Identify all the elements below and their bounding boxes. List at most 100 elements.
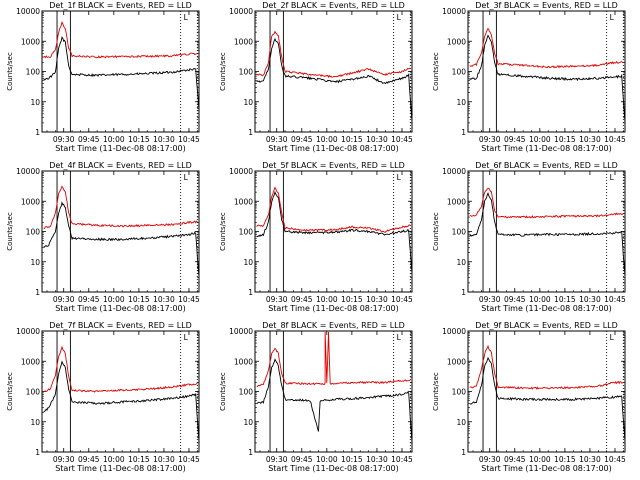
marker-label: L bbox=[184, 333, 189, 342]
y-tick-label: 10000 bbox=[442, 327, 466, 336]
plot-frame bbox=[41, 330, 200, 453]
x-tick-label: 10:45 bbox=[604, 455, 626, 464]
detector-panel: Det_6f BLACK = Events, RED = LLD 1 10 100 10… bbox=[432, 161, 626, 313]
marker-label: L bbox=[397, 333, 402, 342]
y-tick-label: 1000 bbox=[21, 37, 40, 46]
x-tick-label: 10:15 bbox=[128, 295, 150, 304]
x-tick-label: 10:00 bbox=[529, 455, 551, 464]
events-series-line bbox=[43, 36, 200, 111]
x-tick-label: 09:30 bbox=[53, 135, 75, 144]
x-tick-label: 10:30 bbox=[153, 135, 175, 144]
x-tick-label: 10:15 bbox=[554, 135, 576, 144]
y-tick-label: 10000 bbox=[16, 167, 40, 176]
y-tick-label: 10000 bbox=[442, 7, 466, 16]
y-tick-label: 100 bbox=[452, 68, 467, 77]
marker-label: L bbox=[184, 13, 189, 22]
panel-title: Det_3f BLACK = Events, RED = LLD bbox=[475, 1, 618, 10]
x-tick-label: 10:00 bbox=[103, 455, 125, 464]
lld-series-line bbox=[256, 186, 411, 233]
x-tick-label: 10:30 bbox=[366, 455, 388, 464]
events-series-line bbox=[469, 192, 626, 277]
x-tick-label: 10:15 bbox=[341, 455, 363, 464]
x-tick-label: 10:45 bbox=[178, 135, 200, 144]
x-axis-label: Start Time (11-Dec-08 08:17:00) bbox=[55, 144, 186, 153]
lld-series-line bbox=[43, 345, 198, 393]
y-tick-label: 1000 bbox=[21, 197, 40, 206]
x-tick-label: 10:00 bbox=[316, 135, 338, 144]
y-tick-label: 100 bbox=[452, 388, 467, 397]
y-tick-label: 10000 bbox=[229, 7, 253, 16]
y-tick-label: 10 bbox=[243, 98, 253, 107]
y-axis-label: Counts/sec bbox=[219, 372, 227, 411]
x-tick-label: 10:15 bbox=[128, 455, 150, 464]
y-tick-label: 10 bbox=[30, 258, 40, 267]
x-tick-label: 09:30 bbox=[53, 455, 75, 464]
detector-panel: Det_2f BLACK = Events, RED = LLD 1 10 100 10… bbox=[219, 1, 413, 153]
y-tick-label: 10 bbox=[243, 258, 253, 267]
lld-series-line bbox=[469, 344, 624, 390]
y-tick-label: 1 bbox=[461, 128, 466, 137]
x-tick-label: 10:30 bbox=[366, 295, 388, 304]
x-tick-label: 10:15 bbox=[128, 135, 150, 144]
x-axis-label: Start Time (11-Dec-08 08:17:00) bbox=[268, 304, 399, 313]
lld-series-line bbox=[469, 27, 624, 69]
y-tick-label: 100 bbox=[26, 388, 41, 397]
x-tick-label: 09:30 bbox=[266, 455, 288, 464]
x-tick-label: 10:30 bbox=[366, 135, 388, 144]
x-tick-label: 09:30 bbox=[479, 295, 501, 304]
y-tick-label: 10000 bbox=[229, 327, 253, 336]
y-axis-label: Counts/sec bbox=[432, 52, 440, 91]
x-tick-label: 10:45 bbox=[391, 295, 413, 304]
marker-label: L bbox=[610, 173, 615, 182]
events-series-line bbox=[469, 34, 626, 123]
y-tick-label: 10000 bbox=[16, 7, 40, 16]
x-tick-label: 10:45 bbox=[178, 455, 200, 464]
y-tick-label: 1 bbox=[248, 128, 253, 137]
x-tick-label: 10:15 bbox=[341, 295, 363, 304]
x-axis-label: Start Time (11-Dec-08 08:17:00) bbox=[481, 464, 612, 473]
y-axis-label: Counts/sec bbox=[432, 372, 440, 411]
y-tick-label: 10000 bbox=[442, 167, 466, 176]
y-axis-label: Counts/sec bbox=[219, 212, 227, 251]
x-tick-label: 09:45 bbox=[78, 135, 100, 144]
detector-panel: Det_4f BLACK = Events, RED = LLD 1 10 100 10… bbox=[6, 161, 200, 313]
x-tick-label: 10:00 bbox=[529, 135, 551, 144]
x-tick-label: 09:45 bbox=[504, 295, 526, 304]
y-tick-label: 1000 bbox=[234, 37, 253, 46]
x-tick-label: 10:00 bbox=[103, 135, 125, 144]
y-tick-label: 1 bbox=[35, 448, 40, 457]
y-axis-label: Counts/sec bbox=[6, 52, 14, 91]
y-tick-label: 100 bbox=[239, 68, 254, 77]
marker-label: L bbox=[610, 333, 615, 342]
marker-label: L bbox=[184, 173, 189, 182]
y-tick-label: 10 bbox=[456, 418, 466, 427]
y-tick-label: 10 bbox=[456, 98, 466, 107]
x-tick-label: 10:15 bbox=[554, 295, 576, 304]
y-tick-label: 100 bbox=[26, 68, 41, 77]
x-tick-label: 09:30 bbox=[479, 135, 501, 144]
y-tick-label: 1 bbox=[248, 448, 253, 457]
y-axis-label: Counts/sec bbox=[219, 52, 227, 91]
y-tick-label: 10 bbox=[243, 418, 253, 427]
y-tick-label: 100 bbox=[239, 228, 254, 237]
x-tick-label: 10:15 bbox=[554, 455, 576, 464]
x-tick-label: 09:45 bbox=[291, 455, 313, 464]
plot-frame bbox=[467, 10, 626, 133]
plot-frame bbox=[467, 170, 626, 293]
y-tick-label: 1000 bbox=[447, 197, 466, 206]
x-tick-label: 10:30 bbox=[153, 295, 175, 304]
y-tick-label: 10000 bbox=[229, 167, 253, 176]
y-axis-label: Counts/sec bbox=[6, 372, 14, 411]
x-axis-label: Start Time (11-Dec-08 08:17:00) bbox=[481, 304, 612, 313]
y-tick-label: 100 bbox=[452, 228, 467, 237]
x-tick-label: 10:30 bbox=[579, 135, 601, 144]
lld-series-line bbox=[43, 185, 198, 230]
plot-frame bbox=[254, 10, 413, 133]
y-axis-label: Counts/sec bbox=[6, 212, 14, 251]
marker-label: L bbox=[397, 13, 402, 22]
detector-panel: Det_7f BLACK = Events, RED = LLD 1 10 100 10… bbox=[6, 321, 200, 473]
y-tick-label: 100 bbox=[239, 388, 254, 397]
marker-label: L bbox=[397, 173, 402, 182]
plot-frame bbox=[254, 330, 413, 453]
y-tick-label: 1 bbox=[461, 448, 466, 457]
